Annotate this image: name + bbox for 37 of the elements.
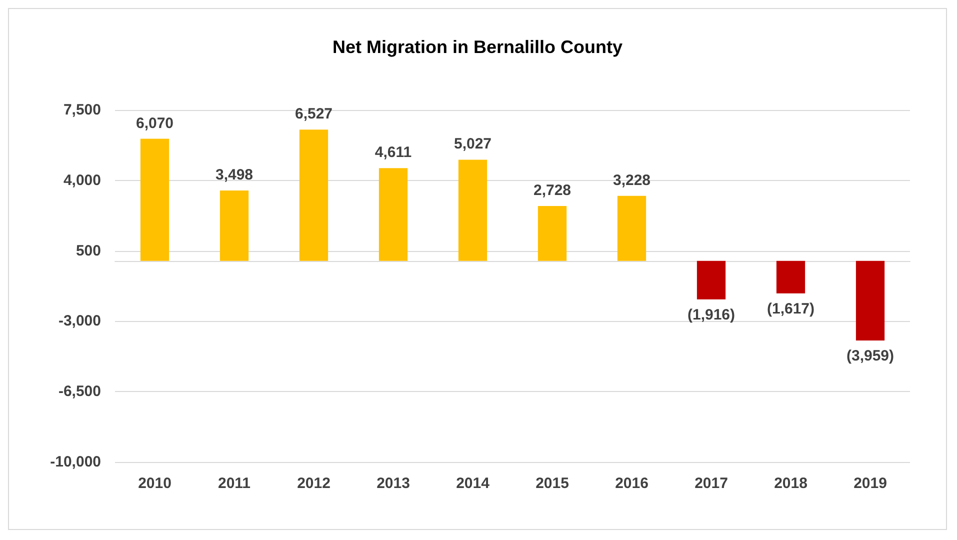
bar xyxy=(458,160,488,261)
x-tick-label: 2013 xyxy=(376,475,410,492)
x-tick-label: 2010 xyxy=(138,475,172,492)
y-tick-label: -10,000 xyxy=(50,454,101,470)
data-label: 5,027 xyxy=(454,136,492,153)
data-label: 3,228 xyxy=(612,172,651,189)
data-label: 3,498 xyxy=(215,166,254,184)
x-tick-label: 2011 xyxy=(218,475,251,492)
y-tick-label: -3,000 xyxy=(58,312,101,330)
x-tick-label: 2018 xyxy=(774,475,808,492)
data-label: 6,070 xyxy=(136,114,174,132)
bar xyxy=(299,130,328,261)
data-label: (1,617) xyxy=(766,300,815,318)
data-label: (3,959) xyxy=(846,347,894,364)
y-tick-label: 4,000 xyxy=(63,172,101,189)
data-label: 2,728 xyxy=(533,182,572,199)
bar xyxy=(696,260,726,300)
x-tick-label: 2015 xyxy=(536,475,569,492)
y-tick-label: 500 xyxy=(76,242,101,260)
x-tick-label: 2012 xyxy=(297,475,330,492)
chart-title: Net Migration in Bernalillo County xyxy=(332,37,623,57)
data-label: 6,527 xyxy=(294,106,333,123)
y-tick-label: 7,500 xyxy=(63,102,101,118)
x-tick-label: 2017 xyxy=(694,475,728,492)
data-label: 4,611 xyxy=(374,144,412,162)
bar xyxy=(140,138,170,261)
bar xyxy=(617,196,646,261)
data-label: (1,916) xyxy=(687,306,736,324)
bar xyxy=(856,260,885,340)
bar xyxy=(220,190,249,261)
x-tick-label: 2014 xyxy=(456,475,490,492)
bar xyxy=(538,206,567,261)
bar xyxy=(776,260,806,294)
x-tick-label: 2019 xyxy=(854,475,887,492)
x-tick-label: 2016 xyxy=(615,475,648,492)
y-tick-label: -6,500 xyxy=(58,383,101,400)
bar xyxy=(378,168,408,261)
